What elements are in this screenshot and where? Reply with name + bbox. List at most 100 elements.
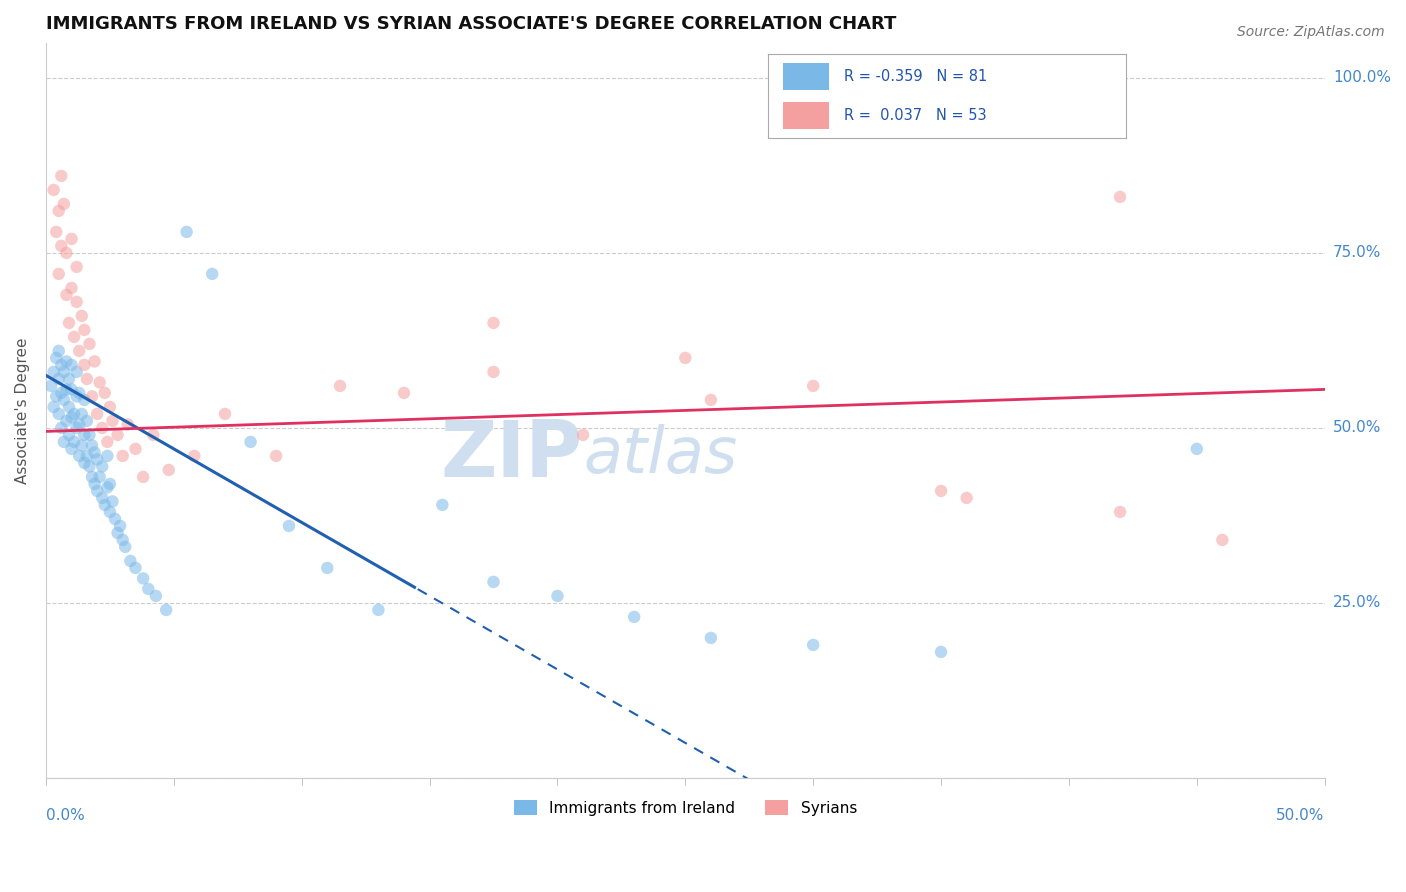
- Legend: Immigrants from Ireland, Syrians: Immigrants from Ireland, Syrians: [508, 794, 863, 822]
- Point: [83, 477, 105, 491]
- Point: [111, 533, 134, 547]
- Point: [48, 372, 70, 386]
- Point: [623, 610, 645, 624]
- Point: [673, 351, 696, 365]
- Point: [277, 519, 299, 533]
- Point: [96, 480, 118, 494]
- Point: [107, 525, 129, 540]
- Point: [145, 589, 167, 603]
- Point: [367, 603, 389, 617]
- Point: [546, 589, 568, 603]
- Point: [48, 343, 70, 358]
- Point: [91, 459, 114, 474]
- Point: [76, 414, 98, 428]
- Point: [86, 407, 108, 421]
- Point: [316, 561, 339, 575]
- Point: [48, 407, 70, 421]
- Point: [91, 491, 114, 505]
- Point: [48, 203, 70, 218]
- Point: [96, 449, 118, 463]
- Point: [73, 456, 96, 470]
- Point: [42, 400, 65, 414]
- Point: [60, 358, 83, 372]
- Point: [55, 383, 77, 397]
- Point: [83, 445, 105, 459]
- Point: [58, 400, 80, 414]
- Text: 25.0%: 25.0%: [1333, 596, 1381, 610]
- Y-axis label: Associate's Degree: Associate's Degree: [15, 337, 30, 483]
- Point: [52, 392, 75, 407]
- Point: [157, 463, 180, 477]
- Point: [52, 197, 75, 211]
- Point: [91, 421, 114, 435]
- Point: [67, 385, 90, 400]
- Point: [239, 434, 262, 449]
- Point: [264, 449, 287, 463]
- Point: [73, 428, 96, 442]
- Point: [96, 434, 118, 449]
- Point: [66, 260, 89, 274]
- Point: [60, 281, 83, 295]
- Point: [55, 354, 77, 368]
- Point: [51, 169, 73, 183]
- Point: [700, 392, 723, 407]
- Point: [117, 417, 139, 432]
- Point: [89, 470, 111, 484]
- Point: [801, 379, 824, 393]
- Point: [700, 631, 723, 645]
- Point: [66, 421, 89, 435]
- Point: [42, 365, 65, 379]
- Point: [76, 372, 98, 386]
- Point: [482, 574, 505, 589]
- Text: ZIP: ZIP: [440, 417, 583, 492]
- Point: [55, 246, 77, 260]
- Point: [1211, 533, 1233, 547]
- Point: [60, 232, 83, 246]
- Point: [214, 407, 236, 421]
- Point: [86, 452, 108, 467]
- Text: Source: ZipAtlas.com: Source: ZipAtlas.com: [1237, 25, 1385, 39]
- Point: [956, 491, 979, 505]
- Point: [51, 421, 73, 435]
- Point: [98, 477, 121, 491]
- Point: [101, 494, 124, 508]
- Point: [201, 267, 224, 281]
- Point: [45, 389, 67, 403]
- Point: [45, 225, 67, 239]
- Point: [104, 512, 127, 526]
- Point: [73, 323, 96, 337]
- Point: [482, 365, 505, 379]
- Point: [73, 392, 96, 407]
- Point: [94, 385, 117, 400]
- Point: [929, 645, 952, 659]
- Point: [76, 449, 98, 463]
- Point: [51, 358, 73, 372]
- Point: [58, 316, 80, 330]
- Point: [58, 428, 80, 442]
- Text: 75.0%: 75.0%: [1333, 245, 1381, 260]
- Point: [101, 414, 124, 428]
- Point: [801, 638, 824, 652]
- Point: [66, 389, 89, 403]
- Point: [120, 554, 142, 568]
- Point: [79, 337, 101, 351]
- Point: [66, 294, 89, 309]
- Point: [80, 470, 103, 484]
- Point: [98, 505, 121, 519]
- Point: [176, 225, 198, 239]
- Point: [98, 400, 121, 414]
- Point: [79, 428, 101, 442]
- Point: [94, 498, 117, 512]
- Point: [66, 365, 89, 379]
- Point: [132, 571, 155, 585]
- Point: [70, 407, 93, 421]
- Point: [48, 267, 70, 281]
- Point: [83, 354, 105, 368]
- Point: [108, 519, 131, 533]
- Point: [86, 483, 108, 498]
- Point: [89, 376, 111, 390]
- Point: [51, 239, 73, 253]
- Point: [432, 498, 454, 512]
- Point: [111, 449, 134, 463]
- Point: [58, 372, 80, 386]
